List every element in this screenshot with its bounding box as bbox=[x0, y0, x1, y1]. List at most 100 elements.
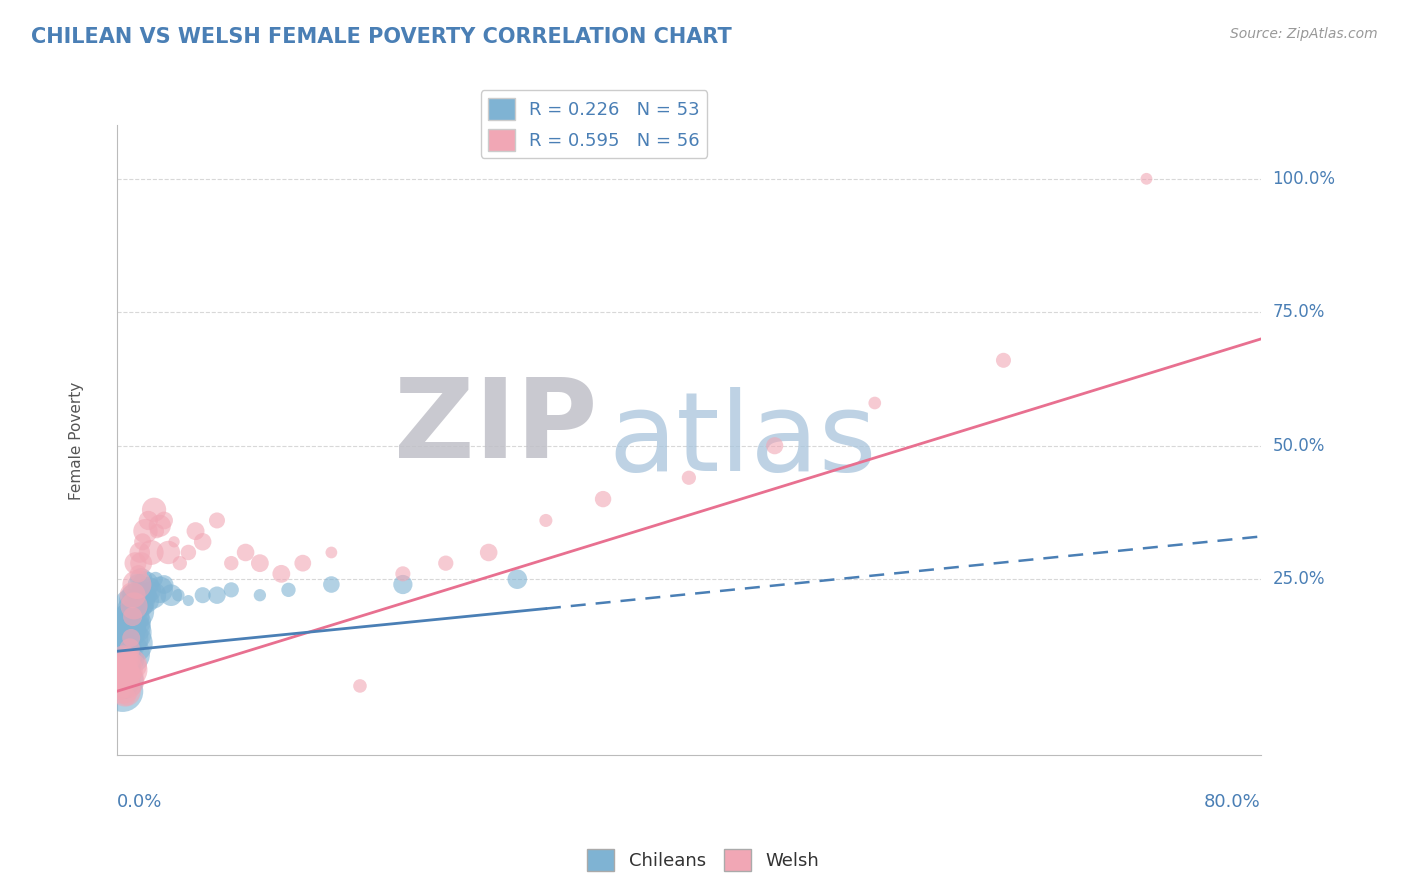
Point bbox=[112, 641, 135, 656]
Point bbox=[177, 545, 200, 559]
Point bbox=[291, 556, 314, 570]
Point bbox=[478, 545, 501, 559]
Point bbox=[249, 556, 271, 570]
Point bbox=[129, 556, 152, 570]
Point bbox=[205, 588, 228, 602]
Point bbox=[108, 673, 131, 688]
Point bbox=[219, 582, 242, 597]
Point bbox=[125, 577, 148, 591]
Point bbox=[153, 513, 176, 527]
Point bbox=[129, 572, 152, 586]
Point bbox=[131, 599, 153, 613]
Point bbox=[122, 620, 145, 634]
Text: ZIP: ZIP bbox=[394, 375, 598, 482]
Point bbox=[121, 609, 143, 624]
Point bbox=[149, 518, 172, 533]
Point bbox=[157, 545, 180, 559]
Point bbox=[146, 524, 169, 538]
Point bbox=[115, 620, 138, 634]
Point bbox=[270, 566, 292, 581]
Text: 0.0%: 0.0% bbox=[117, 793, 162, 811]
Point bbox=[678, 471, 700, 485]
Point bbox=[111, 679, 134, 693]
Point bbox=[191, 534, 214, 549]
Text: CHILEAN VS WELSH FEMALE POVERTY CORRELATION CHART: CHILEAN VS WELSH FEMALE POVERTY CORRELAT… bbox=[31, 27, 731, 46]
Text: 80.0%: 80.0% bbox=[1204, 793, 1261, 811]
Point bbox=[115, 690, 138, 704]
Point bbox=[141, 545, 163, 559]
Text: 50.0%: 50.0% bbox=[1272, 437, 1324, 455]
Legend: R = 0.226   N = 53, R = 0.595   N = 56: R = 0.226 N = 53, R = 0.595 N = 56 bbox=[481, 90, 707, 158]
Point bbox=[131, 534, 153, 549]
Point bbox=[112, 668, 135, 682]
Point bbox=[110, 636, 132, 650]
Point bbox=[112, 652, 135, 666]
Point bbox=[138, 582, 160, 597]
Point bbox=[110, 673, 132, 688]
Point bbox=[117, 609, 139, 624]
Point bbox=[763, 439, 786, 453]
Point bbox=[205, 513, 228, 527]
Point bbox=[219, 556, 242, 570]
Point bbox=[153, 577, 176, 591]
Point bbox=[349, 679, 371, 693]
Point bbox=[191, 588, 214, 602]
Text: 100.0%: 100.0% bbox=[1272, 169, 1336, 188]
Point bbox=[120, 657, 142, 672]
Point bbox=[125, 593, 148, 607]
Point bbox=[118, 663, 141, 677]
Point bbox=[111, 684, 134, 698]
Point bbox=[863, 396, 886, 410]
Point bbox=[114, 684, 136, 698]
Point bbox=[120, 625, 142, 640]
Point bbox=[118, 625, 141, 640]
Point bbox=[135, 593, 157, 607]
Point bbox=[128, 545, 150, 559]
Point bbox=[118, 668, 141, 682]
Point bbox=[112, 679, 135, 693]
Point bbox=[277, 582, 299, 597]
Legend: Chileans, Welsh: Chileans, Welsh bbox=[579, 842, 827, 879]
Point bbox=[121, 636, 143, 650]
Point bbox=[160, 588, 183, 602]
Point bbox=[120, 652, 142, 666]
Point bbox=[122, 588, 145, 602]
Point bbox=[110, 684, 132, 698]
Point bbox=[114, 631, 136, 645]
Point bbox=[117, 631, 139, 645]
Point bbox=[506, 572, 529, 586]
Point bbox=[169, 556, 191, 570]
Point bbox=[184, 524, 207, 538]
Point bbox=[134, 577, 156, 591]
Point bbox=[124, 556, 146, 570]
Point bbox=[249, 588, 271, 602]
Text: Female Poverty: Female Poverty bbox=[69, 381, 84, 500]
Point bbox=[124, 604, 146, 618]
Point bbox=[115, 673, 138, 688]
Point bbox=[114, 652, 136, 666]
Point bbox=[127, 566, 149, 581]
Point bbox=[167, 588, 190, 602]
Point bbox=[112, 663, 135, 677]
Point bbox=[108, 652, 131, 666]
Point bbox=[142, 588, 165, 602]
Point bbox=[163, 534, 186, 549]
Point bbox=[110, 663, 132, 677]
Point bbox=[114, 663, 136, 677]
Point bbox=[534, 513, 557, 527]
Point bbox=[143, 503, 166, 517]
Point bbox=[118, 641, 141, 656]
Point bbox=[149, 582, 172, 597]
Point bbox=[111, 663, 134, 677]
Point bbox=[321, 577, 343, 591]
Point bbox=[120, 631, 142, 645]
Point bbox=[134, 524, 156, 538]
Point bbox=[177, 593, 200, 607]
Point bbox=[434, 556, 457, 570]
Point bbox=[115, 663, 138, 677]
Point bbox=[235, 545, 257, 559]
Point bbox=[145, 572, 167, 586]
Point bbox=[127, 615, 149, 629]
Point bbox=[128, 588, 150, 602]
Point bbox=[321, 545, 343, 559]
